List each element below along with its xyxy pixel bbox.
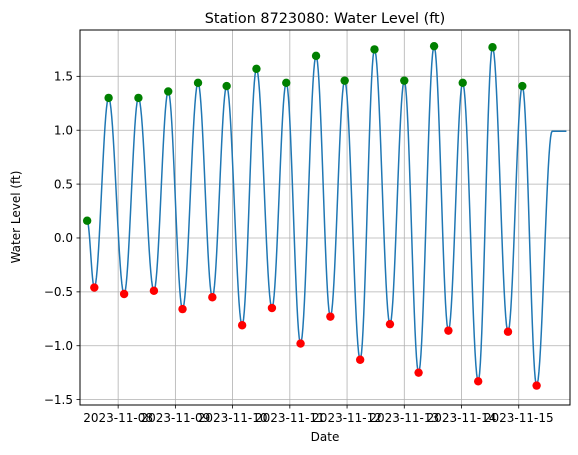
high-tide-point — [82, 216, 92, 225]
y-tick-label: −1.5 — [44, 393, 73, 407]
x-tick-label: 2023-11-11 — [255, 411, 325, 425]
high-tide-point — [104, 93, 113, 103]
x-tick-label: 2023-11-09 — [141, 411, 211, 425]
low-tide-point — [355, 355, 365, 364]
high-tide-point — [400, 76, 409, 85]
high-tide-point — [164, 87, 173, 96]
y-tick-label: 0.5 — [54, 177, 73, 191]
high-tide-point — [282, 78, 291, 88]
x-tick-label: 2023-11-13 — [369, 411, 439, 425]
high-tide-point — [134, 93, 143, 103]
low-tide-point — [414, 368, 423, 377]
high-tide-point — [193, 78, 203, 88]
low-tide-point — [149, 286, 159, 295]
y-tick-label: 0.0 — [54, 231, 73, 245]
x-tick-label: 2023-11-10 — [198, 411, 268, 425]
high-tide-point — [370, 45, 379, 54]
y-axis: −1.5 −1.0 −0.5 0.0 0.5 1.0 1.5 — [44, 70, 80, 407]
water-level-line — [86, 44, 567, 388]
low-tide-point — [178, 304, 187, 314]
low-tide-point — [444, 326, 453, 335]
low-tide-point — [473, 377, 483, 386]
low-tide-point — [237, 321, 247, 330]
x-tick-label: 2023-11-15 — [484, 411, 554, 425]
low-tide-point — [90, 283, 99, 292]
low-tide-point — [119, 289, 129, 299]
high-tide-point — [340, 76, 349, 85]
x-tick-label: 2023-11-08 — [83, 411, 153, 425]
high-tide-point — [488, 43, 497, 52]
low-tide-point — [208, 293, 217, 302]
low-tide-point — [503, 327, 513, 336]
plot-frame — [79, 29, 571, 406]
y-tick-label: −0.5 — [44, 285, 73, 299]
high-tide-point — [311, 51, 321, 61]
low-tide-point — [326, 312, 335, 321]
high-tide-point — [458, 78, 467, 88]
x-tick-label: 2023-11-12 — [312, 411, 382, 425]
x-tick-label: 2023-11-14 — [427, 411, 497, 425]
low-tide-point — [385, 319, 395, 329]
y-axis-title: Water Level (ft) — [9, 171, 23, 264]
points-layer — [82, 41, 541, 390]
low-tide-point — [267, 303, 277, 313]
y-tick-label: 1.5 — [54, 70, 73, 84]
high-tide-point — [252, 64, 261, 73]
x-axis-title: Date — [311, 430, 340, 444]
line-layer — [86, 44, 567, 388]
high-tide-point — [429, 41, 439, 51]
y-tick-label: 1.0 — [54, 123, 73, 137]
low-tide-point — [296, 339, 305, 348]
high-tide-point — [518, 81, 527, 91]
x-axis: 2023-11-082023-11-092023-11-102023-11-11… — [83, 405, 554, 425]
y-tick-label: −1.0 — [44, 339, 73, 353]
high-tide-point — [222, 81, 231, 91]
low-tide-point — [532, 381, 541, 390]
chart-title: Station 8723080: Water Level (ft) — [205, 11, 446, 27]
